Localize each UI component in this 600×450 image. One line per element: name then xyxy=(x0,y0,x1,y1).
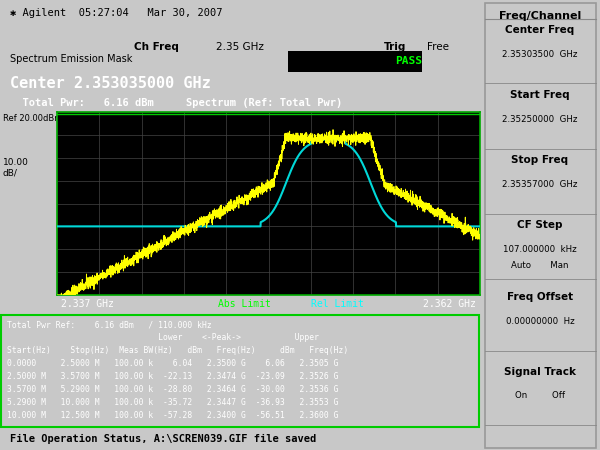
Text: Center Freq: Center Freq xyxy=(505,25,575,35)
Text: ✱ Agilent  05:27:04   Mar 30, 2007: ✱ Agilent 05:27:04 Mar 30, 2007 xyxy=(10,8,222,18)
Text: Trig: Trig xyxy=(384,41,406,52)
Text: Ref 20.00dBm: Ref 20.00dBm xyxy=(3,114,62,123)
Text: Freq Offset: Freq Offset xyxy=(507,292,573,302)
Bar xyxy=(288,51,422,72)
Text: 0.0000     2.5000 M   100.00 k    6.04   2.3500 G    6.06   2.3505 G: 0.0000 2.5000 M 100.00 k 6.04 2.3500 G 6… xyxy=(7,359,338,368)
Text: Freq/Channel: Freq/Channel xyxy=(499,11,581,21)
Text: CF Step: CF Step xyxy=(517,220,563,230)
Text: Ch Freq: Ch Freq xyxy=(134,41,179,52)
Text: On         Off: On Off xyxy=(515,392,565,400)
Text: 5.2900 M   10.000 M   100.00 k  -35.72   2.3447 G  -36.93   2.3553 G: 5.2900 M 10.000 M 100.00 k -35.72 2.3447… xyxy=(7,398,338,407)
Text: Lower    <-Peak->           Upper: Lower <-Peak-> Upper xyxy=(7,333,319,342)
Text: 10.00
dB/: 10.00 dB/ xyxy=(3,158,29,177)
Text: File Operation Status, A:\SCREN039.GIF file saved: File Operation Status, A:\SCREN039.GIF f… xyxy=(10,434,316,444)
Text: Center 2.353035000 GHz: Center 2.353035000 GHz xyxy=(10,76,211,90)
Text: Total Pwr Ref:    6.16 dBm   / 110.000 kHz: Total Pwr Ref: 6.16 dBm / 110.000 kHz xyxy=(7,320,212,329)
Text: Free: Free xyxy=(427,41,449,52)
Text: 2.337 GHz: 2.337 GHz xyxy=(61,299,114,309)
Text: 2.35 GHz: 2.35 GHz xyxy=(216,41,264,52)
Text: Stop Freq: Stop Freq xyxy=(511,155,569,165)
Text: Spectrum Emission Mask: Spectrum Emission Mask xyxy=(10,54,132,64)
Text: Spectrum (Ref: Total Pwr): Spectrum (Ref: Total Pwr) xyxy=(186,98,342,108)
Text: 2.35303500  GHz: 2.35303500 GHz xyxy=(502,50,578,58)
Text: Auto       Man: Auto Man xyxy=(511,261,569,270)
Text: 2.5000 M   3.5700 M   100.00 k  -22.13   2.3474 G  -23.09   2.3526 G: 2.5000 M 3.5700 M 100.00 k -22.13 2.3474… xyxy=(7,372,338,381)
Text: Start(Hz)    Stop(Hz)  Meas BW(Hz)   dBm   Freq(Hz)     dBm   Freq(Hz): Start(Hz) Stop(Hz) Meas BW(Hz) dBm Freq(… xyxy=(7,346,349,355)
Text: Start Freq: Start Freq xyxy=(510,90,570,100)
Text: 2.35250000  GHz: 2.35250000 GHz xyxy=(502,115,578,124)
Text: 10.000 M   12.500 M   100.00 k  -57.28   2.3400 G  -56.51   2.3600 G: 10.000 M 12.500 M 100.00 k -57.28 2.3400… xyxy=(7,411,338,420)
Text: Rel Limit: Rel Limit xyxy=(311,299,364,309)
Text: 2.35357000  GHz: 2.35357000 GHz xyxy=(502,180,578,189)
Text: 107.000000  kHz: 107.000000 kHz xyxy=(503,245,577,254)
Text: Signal Track: Signal Track xyxy=(504,367,576,377)
Text: Abs Limit: Abs Limit xyxy=(218,299,271,309)
Text: 2.362 GHz: 2.362 GHz xyxy=(423,299,476,309)
Text: Total Pwr:   6.16 dBm: Total Pwr: 6.16 dBm xyxy=(10,98,154,108)
Text: 0.00000000  Hz: 0.00000000 Hz xyxy=(506,317,574,326)
Text: 3.5700 M   5.2900 M   100.00 k  -28.80   2.3464 G  -30.00   2.3536 G: 3.5700 M 5.2900 M 100.00 k -28.80 2.3464… xyxy=(7,385,338,394)
Text: PASS: PASS xyxy=(395,56,422,66)
